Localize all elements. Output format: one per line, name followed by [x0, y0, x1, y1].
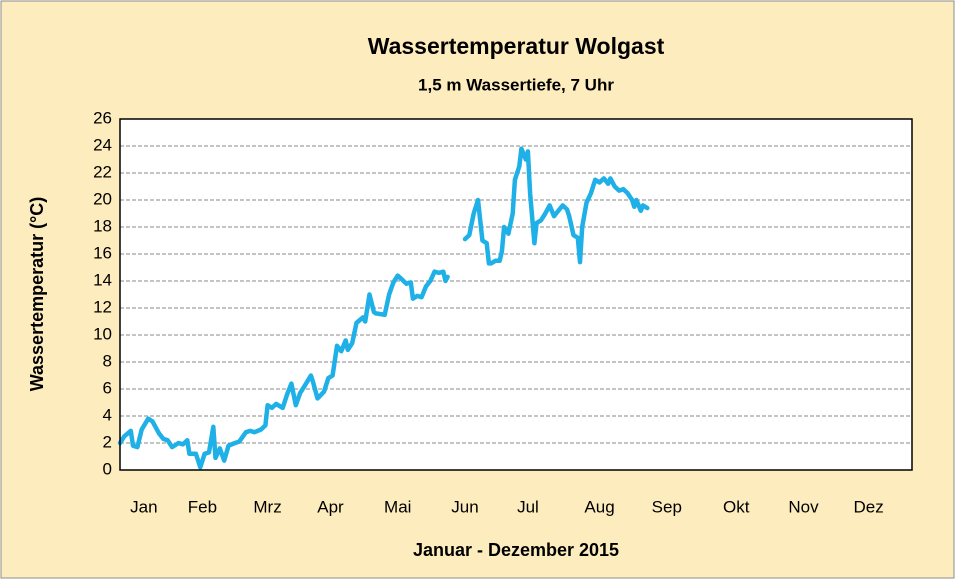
x-tick-label: Mai: [384, 497, 411, 516]
y-tick-label: 6: [103, 378, 112, 397]
y-tick-label: 10: [93, 324, 112, 343]
x-tick-label: Aug: [584, 497, 614, 516]
x-tick-label: Mrz: [253, 497, 281, 516]
x-tick-label: Okt: [723, 497, 750, 516]
y-tick-label: 4: [103, 405, 112, 424]
y-tick-label: 16: [93, 243, 112, 262]
y-tick-label: 0: [103, 459, 112, 478]
y-tick-label: 20: [93, 189, 112, 208]
x-axis-title: Januar - Dezember 2015: [413, 540, 619, 560]
chart-title: Wassertemperatur Wolgast: [368, 33, 665, 59]
y-tick-label: 24: [93, 135, 112, 154]
y-tick-label: 12: [93, 297, 112, 316]
x-tick-label: Jun: [451, 497, 478, 516]
x-tick-label: Jan: [130, 497, 157, 516]
x-tick-label: Nov: [788, 497, 819, 516]
plot-border: [119, 118, 913, 471]
y-tick-label: 14: [93, 270, 112, 289]
data-line: [117, 146, 650, 470]
x-tick-label: Feb: [188, 497, 217, 516]
y-tick-label: 22: [93, 162, 112, 181]
x-tick-label: Dez: [853, 497, 883, 516]
y-tick-label: 2: [103, 432, 112, 451]
x-tick-label: Jul: [517, 497, 539, 516]
y-tick-label: 18: [93, 216, 112, 235]
y-tick-label: 8: [103, 351, 112, 370]
y-tick-label: 26: [93, 108, 112, 127]
x-tick-label: Apr: [317, 497, 344, 516]
chart-subtitle: 1,5 m Wassertiefe, 7 Uhr: [418, 75, 614, 94]
x-tick-label: Sep: [652, 497, 682, 516]
y-axis-title: Wassertemperatur (°C): [27, 197, 47, 392]
